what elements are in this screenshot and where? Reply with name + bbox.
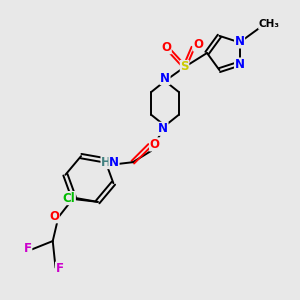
- Text: O: O: [193, 38, 203, 51]
- Text: N: N: [235, 58, 244, 71]
- Text: O: O: [150, 138, 160, 151]
- Text: O: O: [161, 41, 171, 54]
- Text: S: S: [180, 61, 189, 74]
- Text: F: F: [56, 262, 64, 275]
- Text: H: H: [101, 155, 111, 169]
- Text: F: F: [24, 242, 32, 255]
- Text: CH₃: CH₃: [259, 19, 280, 29]
- Text: Cl: Cl: [63, 192, 75, 205]
- Text: N: N: [109, 155, 119, 169]
- Text: N: N: [235, 35, 244, 48]
- Text: N: N: [158, 122, 168, 135]
- Text: N: N: [160, 71, 170, 85]
- Text: O: O: [49, 210, 59, 223]
